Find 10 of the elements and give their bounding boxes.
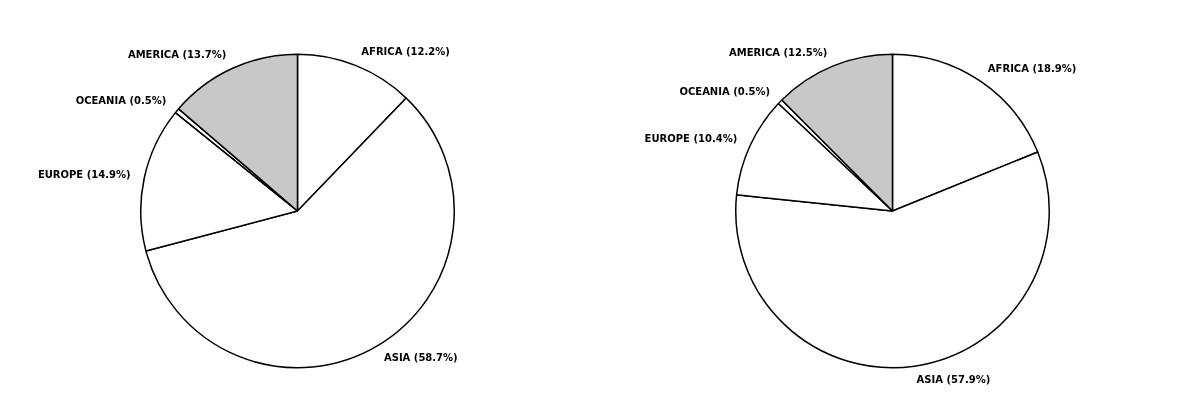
slice-label: AFRICA (12.2%) <box>361 46 450 58</box>
slice-label: OCEANIA (0.5%) <box>75 95 167 107</box>
slice-label: AMERICA (13.7%) <box>127 49 227 61</box>
slice-label: AFRICA (18.9%) <box>987 62 1077 74</box>
slice-label: AMERICA (12.5%) <box>728 46 828 58</box>
slice-label: OCEANIA (0.5%) <box>679 85 771 97</box>
slice-label: ASIA (57.9%) <box>916 373 991 385</box>
slice-label: EUROPE (10.4%) <box>644 133 738 145</box>
slice-label: ASIA (58.7%) <box>383 351 458 363</box>
slice-label: EUROPE (14.9%) <box>37 168 131 180</box>
